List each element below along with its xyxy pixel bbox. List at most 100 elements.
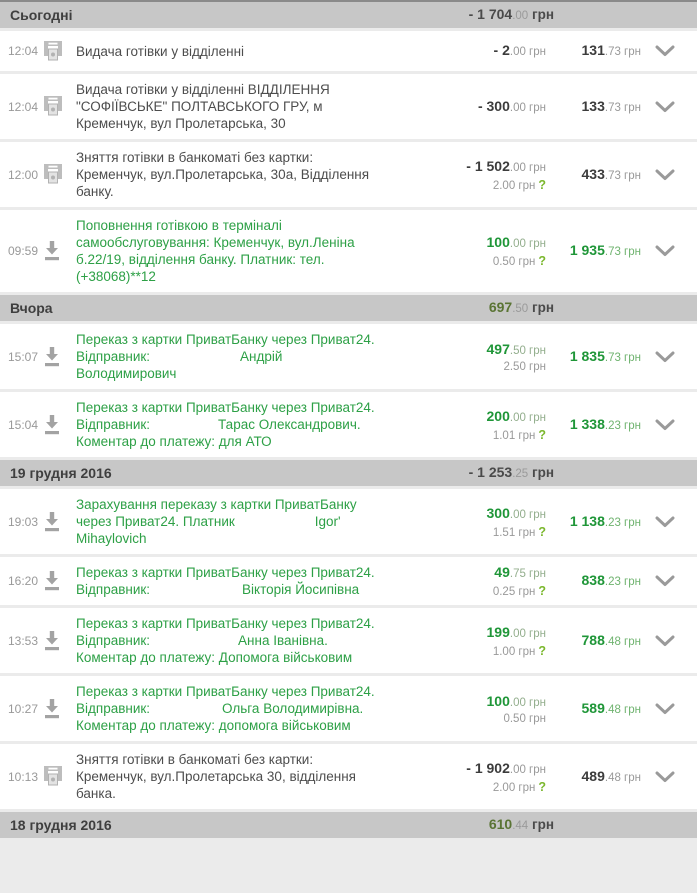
transaction-icon-cell xyxy=(40,571,76,591)
section-total: - 1 704.00 грн xyxy=(384,6,554,24)
transaction-balance-frac: .48 грн xyxy=(604,703,641,716)
expand-row-button[interactable] xyxy=(641,575,689,587)
transaction-amount-frac: .00 грн xyxy=(509,101,546,114)
transaction-fee-amount: 1.51 грн xyxy=(492,526,536,539)
transaction-icon-cell xyxy=(40,414,76,435)
chevron-down-icon xyxy=(655,771,675,782)
transaction-row[interactable]: 15:04 Переказ з картки ПриватБанку через… xyxy=(0,392,697,457)
transaction-balance: 1 935.73 грн xyxy=(546,242,641,260)
transaction-description: Видача готівки у відділенні ВІДДІЛЕННЯ "… xyxy=(76,82,330,131)
transaction-time: 10:13 xyxy=(8,769,39,784)
transaction-balance-frac: .23 грн xyxy=(604,516,641,529)
expand-row-button[interactable] xyxy=(641,169,689,181)
transaction-row[interactable]: 10:27 Переказ з картки ПриватБанку через… xyxy=(0,676,697,741)
transaction-fee-amount: 0.50 грн xyxy=(492,256,536,268)
transaction-amount: - 2.00 грн xyxy=(376,42,546,60)
expand-row-button[interactable] xyxy=(641,635,689,647)
transaction-icon-cell xyxy=(40,96,76,117)
transaction-time: 13:53 xyxy=(8,633,39,648)
transaction-description: Зарахування переказу з картки ПриватБанк… xyxy=(76,497,357,546)
expand-row-button[interactable] xyxy=(641,771,689,783)
section-total-main: 697 xyxy=(488,299,513,315)
transaction-balance-frac: .73 грн xyxy=(604,169,641,182)
transaction-row[interactable]: 10:13 Зняття готівки в банкоматі без кар… xyxy=(0,744,697,809)
redacted-name xyxy=(150,353,240,361)
transaction-row[interactable]: 12:04 Видача готівки у відділенні - 2.00… xyxy=(0,31,697,71)
transaction-amount-cell: - 1 502.00 грн 2.00 грн? xyxy=(376,158,546,192)
expand-row-button[interactable] xyxy=(641,419,689,431)
transaction-amount-cell: - 300.00 грн xyxy=(376,98,546,116)
fee-help-question-icon[interactable]: ? xyxy=(538,584,546,598)
transaction-icon-cell xyxy=(40,164,76,185)
transaction-amount-cell: 300.00 грн 1.51 грн? xyxy=(376,505,546,539)
transaction-fee: 0.25 грн? xyxy=(376,584,546,598)
expand-row-button[interactable] xyxy=(641,516,689,528)
transaction-amount: - 300.00 грн xyxy=(376,98,546,116)
transaction-amount-cell: - 2.00 грн xyxy=(376,42,546,60)
transaction-fee-amount: 1.01 грн xyxy=(492,429,536,442)
transaction-row[interactable]: 13:53 Переказ з картки ПриватБанку через… xyxy=(0,608,697,673)
expand-row-button[interactable] xyxy=(641,351,689,363)
transaction-amount-cell: 49.75 грн 0.25 грн? xyxy=(376,564,546,598)
transaction-balance: 1 835.73 грн xyxy=(546,348,641,366)
transaction-balance: 1 138.23 грн xyxy=(546,513,641,531)
transaction-amount-main: 49 xyxy=(494,564,510,580)
transaction-balance-main: 788 xyxy=(581,631,605,648)
transaction-row[interactable]: 19:03 Зарахування переказу з картки Прив… xyxy=(0,489,697,554)
expand-row-button[interactable] xyxy=(641,245,689,257)
chevron-down-icon xyxy=(655,169,675,180)
fee-help-question-icon[interactable]: ? xyxy=(538,177,546,192)
transaction-balance-frac: .23 грн xyxy=(604,576,641,588)
transaction-row[interactable]: 09:59 Поповнення готівкою в терміналі са… xyxy=(0,210,697,292)
transaction-amount: 497.50 грн xyxy=(376,341,546,359)
transaction-balance: 433.73 грн xyxy=(546,166,641,184)
transaction-amount-main: - 2 xyxy=(493,42,510,58)
transaction-balance-main: 1 138 xyxy=(569,512,605,529)
transaction-row[interactable]: 12:00 Зняття готівки в банкоматі без кар… xyxy=(0,142,697,207)
top-divider xyxy=(0,0,697,2)
expand-row-button[interactable] xyxy=(641,703,689,715)
transaction-balance-frac: .23 грн xyxy=(604,419,641,432)
fee-help-question-icon[interactable]: ? xyxy=(538,427,546,442)
fee-help-question-icon[interactable]: ? xyxy=(538,254,546,268)
transaction-amount-frac: .50 грн xyxy=(509,344,546,357)
chevron-down-icon xyxy=(655,45,675,56)
fee-help-question-icon[interactable]: ? xyxy=(538,779,546,794)
transaction-amount-main: 300 xyxy=(486,504,510,521)
transaction-balance-frac: .73 грн xyxy=(604,101,641,114)
transaction-list: Сьогодні - 1 704.00 грн 12:04 Видача гот… xyxy=(0,2,697,838)
redacted-name xyxy=(235,518,315,526)
transaction-balance-main: 1 835 xyxy=(569,347,605,364)
fee-help-question-icon[interactable]: ? xyxy=(538,643,546,658)
transaction-fee: 2.50 грн xyxy=(376,361,546,373)
transaction-fee: 1.00 грн? xyxy=(376,644,546,658)
transaction-fee-amount: 0.50 грн xyxy=(503,712,546,725)
transaction-row[interactable]: 12:04 Видача готівки у відділенні ВІДДІЛ… xyxy=(0,74,697,139)
transaction-description: Видача готівки у відділенні xyxy=(76,43,245,59)
section-title: 18 грудня 2016 xyxy=(10,817,112,833)
transaction-amount-frac: .00 грн xyxy=(509,508,546,521)
chevron-down-icon xyxy=(655,245,675,256)
transaction-balance-frac: .48 грн xyxy=(604,771,641,784)
cash-withdrawal-atm-icon xyxy=(44,40,62,60)
cash-withdrawal-atm-icon xyxy=(44,96,62,116)
incoming-transfer-icon xyxy=(45,241,59,261)
section-title: Вчора xyxy=(10,300,53,316)
transaction-row[interactable]: 16:20 Переказ з картки ПриватБанку через… xyxy=(0,557,697,605)
transaction-description: Переказ з картки ПриватБанку через Прива… xyxy=(76,332,375,381)
expand-row-button[interactable] xyxy=(641,45,689,57)
transaction-amount-cell: 100.00 грн 0.50 грн? xyxy=(376,234,546,268)
expand-row-button[interactable] xyxy=(641,101,689,113)
redacted-name xyxy=(150,421,218,429)
transaction-fee: 1.01 грн? xyxy=(376,428,546,442)
transaction-row[interactable]: 15:07 Переказ з картки ПриватБанку через… xyxy=(0,324,697,389)
section-total-currency: грн xyxy=(528,817,554,832)
transaction-amount-main: 199 xyxy=(486,623,510,640)
transaction-amount-frac: .00 грн xyxy=(509,627,546,640)
transaction-description: Переказ з картки ПриватБанку через Прива… xyxy=(76,616,375,665)
incoming-transfer-icon xyxy=(45,414,59,434)
chevron-down-icon xyxy=(655,575,675,586)
section-header: 19 грудня 2016 - 1 253.25 грн xyxy=(0,460,697,486)
incoming-transfer-icon xyxy=(45,511,59,531)
fee-help-question-icon[interactable]: ? xyxy=(538,524,546,539)
